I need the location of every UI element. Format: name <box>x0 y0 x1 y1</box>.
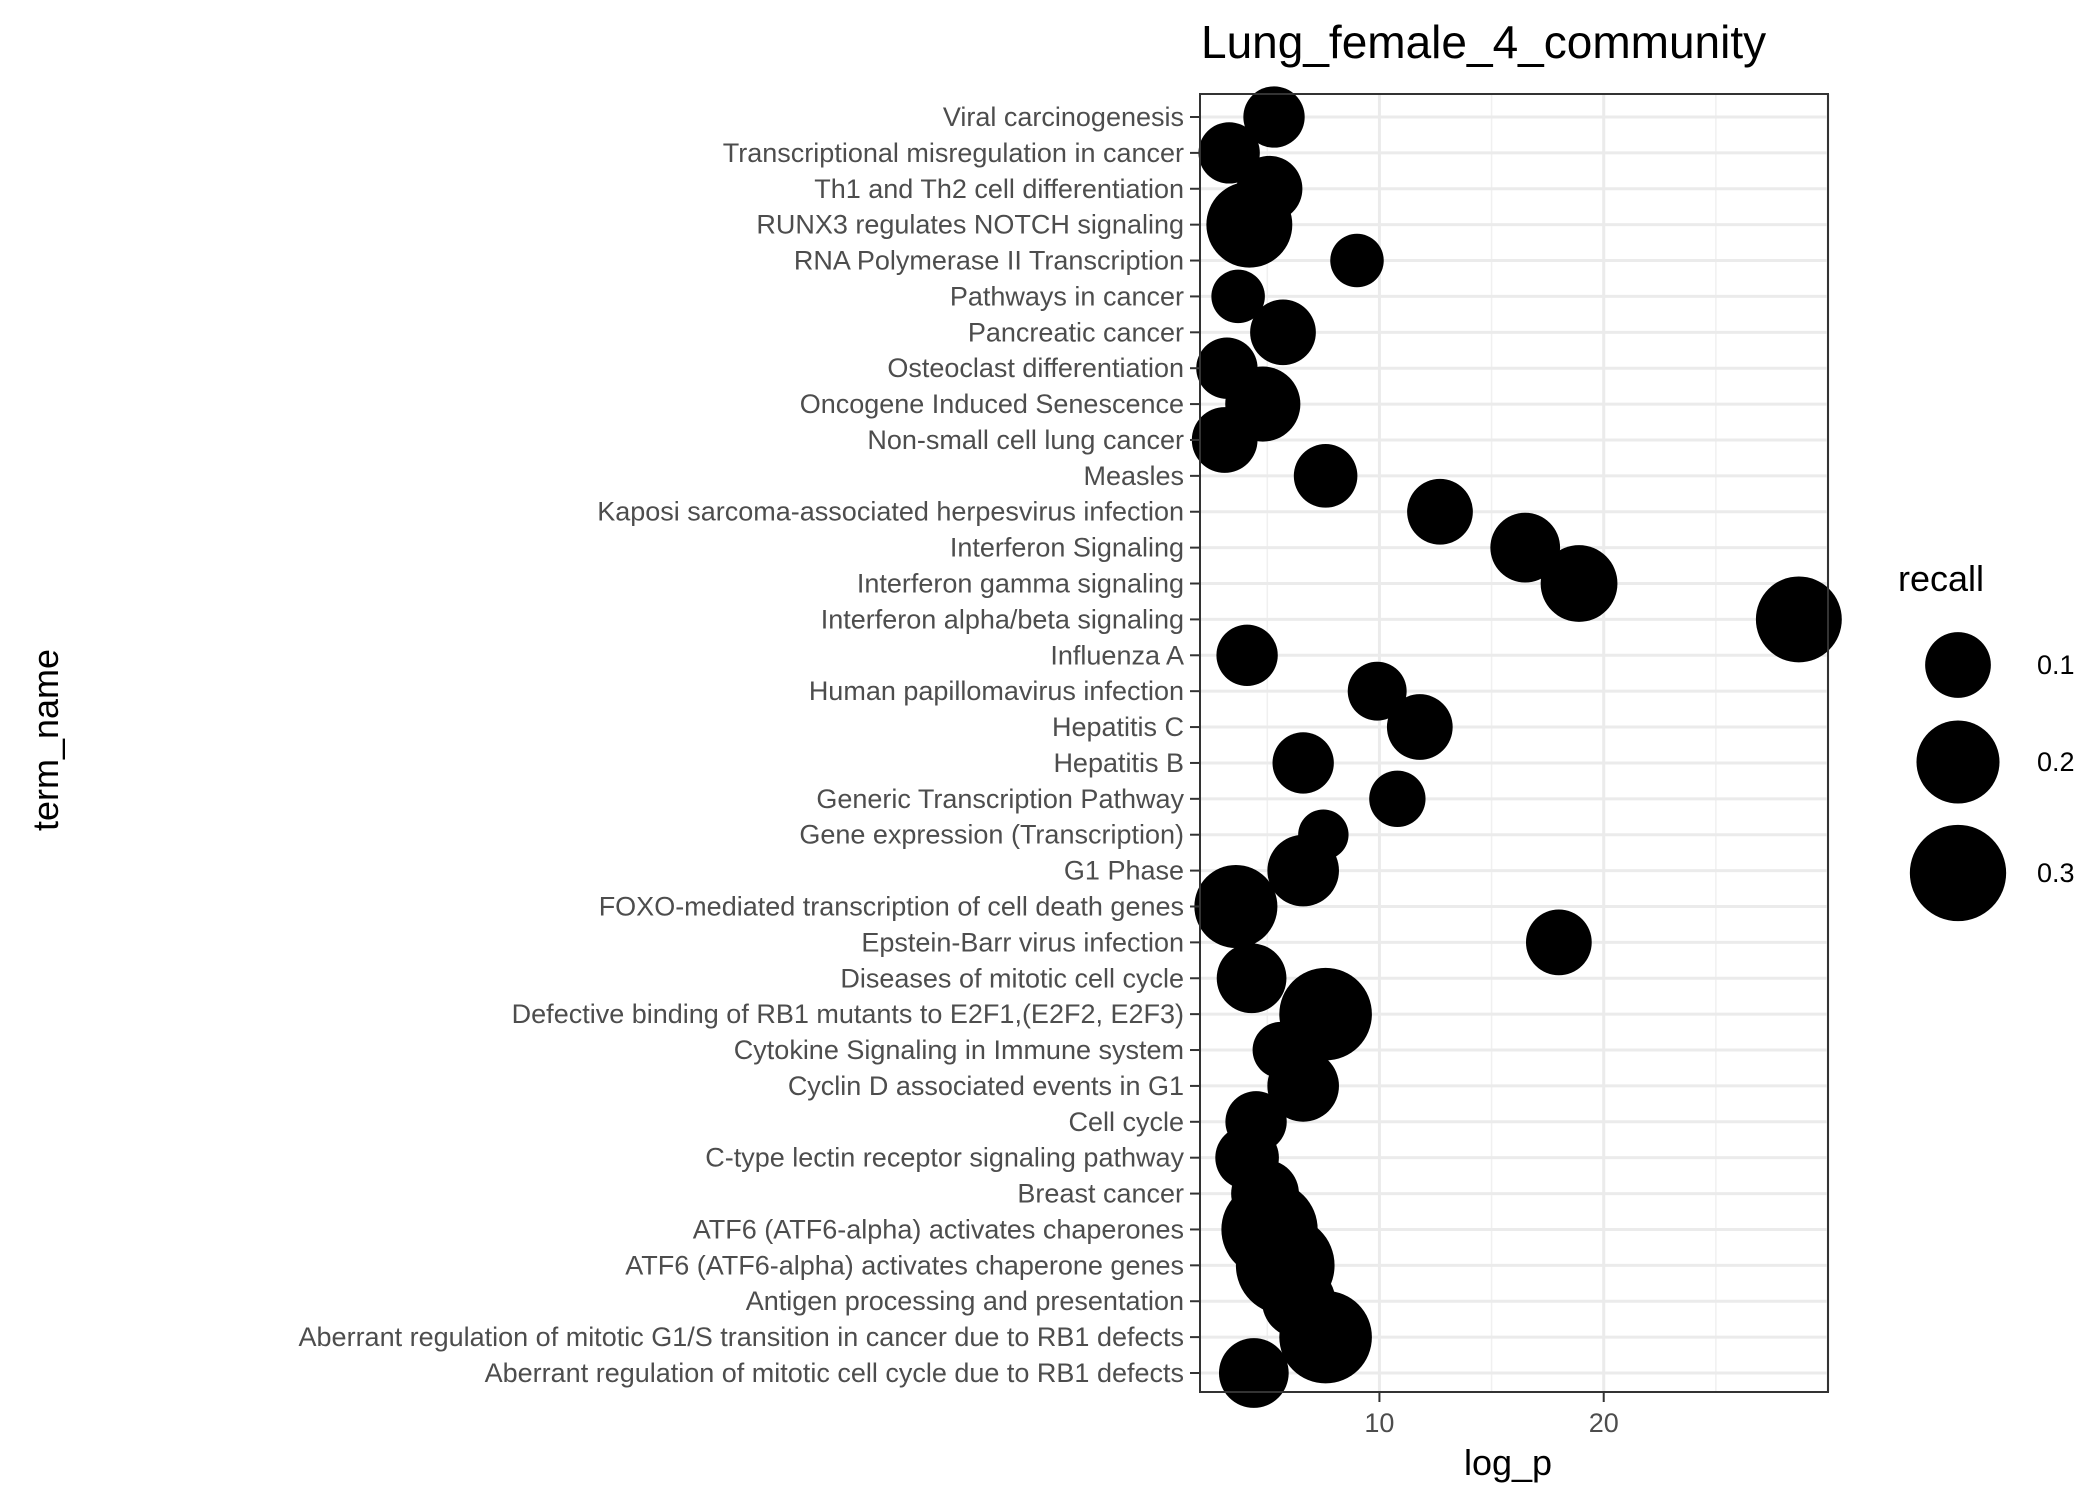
data-point <box>1293 444 1358 508</box>
y-tick-label: Osteoclast differentiation <box>887 353 1184 383</box>
x-tick-label: 20 <box>1589 1408 1619 1438</box>
y-tick-label: Epstein-Barr virus infection <box>861 927 1184 957</box>
data-point <box>1330 233 1384 288</box>
data-point <box>1540 545 1618 622</box>
y-tick-label: ATF6 (ATF6-alpha) activates chaperone ge… <box>625 1250 1184 1280</box>
y-tick-label: Oncogene Induced Senescence <box>800 389 1184 419</box>
y-tick-label: Aberrant regulation of mitotic cell cycl… <box>485 1358 1184 1388</box>
y-tick-label: Cyclin D associated events in G1 <box>788 1071 1184 1101</box>
legend-key <box>1925 632 1991 698</box>
legend: recall 0.1 0.2 0.3 <box>1898 558 2075 922</box>
y-tick-label: Interferon alpha/beta signaling <box>821 604 1184 634</box>
data-point <box>1272 732 1334 794</box>
y-tick-label: Generic Transcription Pathway <box>816 784 1184 814</box>
legend-label: 0.1 <box>2037 650 2075 680</box>
data-point <box>1386 694 1453 760</box>
y-tick-label: Viral carcinogenesis <box>943 102 1184 132</box>
y-tick-label: FOXO-mediated transcription of cell deat… <box>599 891 1184 921</box>
y-tick-label: Human papillomavirus infection <box>809 676 1184 706</box>
legend-label: 0.3 <box>2037 858 2075 888</box>
y-tick-label: Interferon gamma signaling <box>857 569 1184 599</box>
data-point <box>1250 299 1316 366</box>
plot-panel: Viral carcinogenesis Transcriptional misr… <box>299 86 1842 1438</box>
x-tick-label: 10 <box>1364 1408 1394 1438</box>
data-point <box>1243 86 1305 148</box>
y-tick-label: Defective binding of RB1 mutants to E2F1… <box>512 999 1184 1029</box>
data-point <box>1755 576 1842 663</box>
data-point <box>1191 407 1258 473</box>
y-tick-label: Measles <box>1083 461 1184 491</box>
data-point <box>1369 770 1426 827</box>
data-point <box>1279 1290 1372 1384</box>
data-point <box>1347 661 1407 721</box>
data-point <box>1218 1338 1289 1408</box>
y-tick-label: Influenza A <box>1050 640 1184 670</box>
legend-key <box>1909 824 2007 922</box>
data-point <box>1216 624 1278 686</box>
data-point <box>1490 512 1561 583</box>
y-tick-label: C-type lectin receptor signaling pathway <box>705 1143 1184 1173</box>
y-tick-label: Diseases of mitotic cell cycle <box>840 963 1184 993</box>
y-tick-label: Hepatitis B <box>1053 748 1184 778</box>
y-tick-label: G1 Phase <box>1064 856 1184 886</box>
y-tick-label: Cytokine Signaling in Immune system <box>734 1035 1184 1065</box>
legend-label: 0.2 <box>2037 747 2075 777</box>
y-tick-label: Aberrant regulation of mitotic G1/S tran… <box>299 1322 1184 1352</box>
chart-title: Lung_female_4_community <box>1201 16 1766 68</box>
data-point <box>1525 909 1592 976</box>
y-tick-label: RUNX3 regulates NOTCH signaling <box>756 210 1184 240</box>
y-tick-label: Interferon Signaling <box>950 533 1184 563</box>
y-axis-title: term_name <box>25 649 66 831</box>
y-tick-label: Pancreatic cancer <box>968 317 1184 347</box>
y-tick-label: RNA Polymerase II Transcription <box>794 246 1184 276</box>
y-tick-label: Antigen processing and presentation <box>746 1286 1184 1316</box>
data-point <box>1206 181 1293 268</box>
data-point <box>1216 943 1287 1014</box>
y-tick-label: Kaposi sarcoma-associated herpesvirus in… <box>597 497 1184 527</box>
x-axis-title: log_p <box>1464 1442 1552 1483</box>
y-tick-label: Gene expression (Transcription) <box>799 820 1184 850</box>
y-tick-label: Th1 and Th2 cell differentiation <box>814 174 1184 204</box>
legend-key <box>1916 720 2000 804</box>
panel-border <box>1199 93 1829 1393</box>
y-tick-label: ATF6 (ATF6-alpha) activates chaperones <box>693 1214 1184 1244</box>
legend-title: recall <box>1898 558 1984 599</box>
y-tick-label: Hepatitis C <box>1052 712 1184 742</box>
data-point <box>1267 1050 1339 1122</box>
data-point <box>1267 834 1339 907</box>
y-tick-label: Transcriptional misregulation in cancer <box>723 138 1184 168</box>
data-point <box>1407 478 1473 545</box>
y-tick-label: Cell cycle <box>1068 1107 1184 1137</box>
data-point <box>1211 269 1265 324</box>
y-tick-label: Non-small cell lung cancer <box>867 425 1184 455</box>
data-point <box>1194 864 1278 949</box>
y-tick-label: Pathways in cancer <box>950 281 1184 311</box>
y-tick-label: Breast cancer <box>1017 1179 1184 1209</box>
